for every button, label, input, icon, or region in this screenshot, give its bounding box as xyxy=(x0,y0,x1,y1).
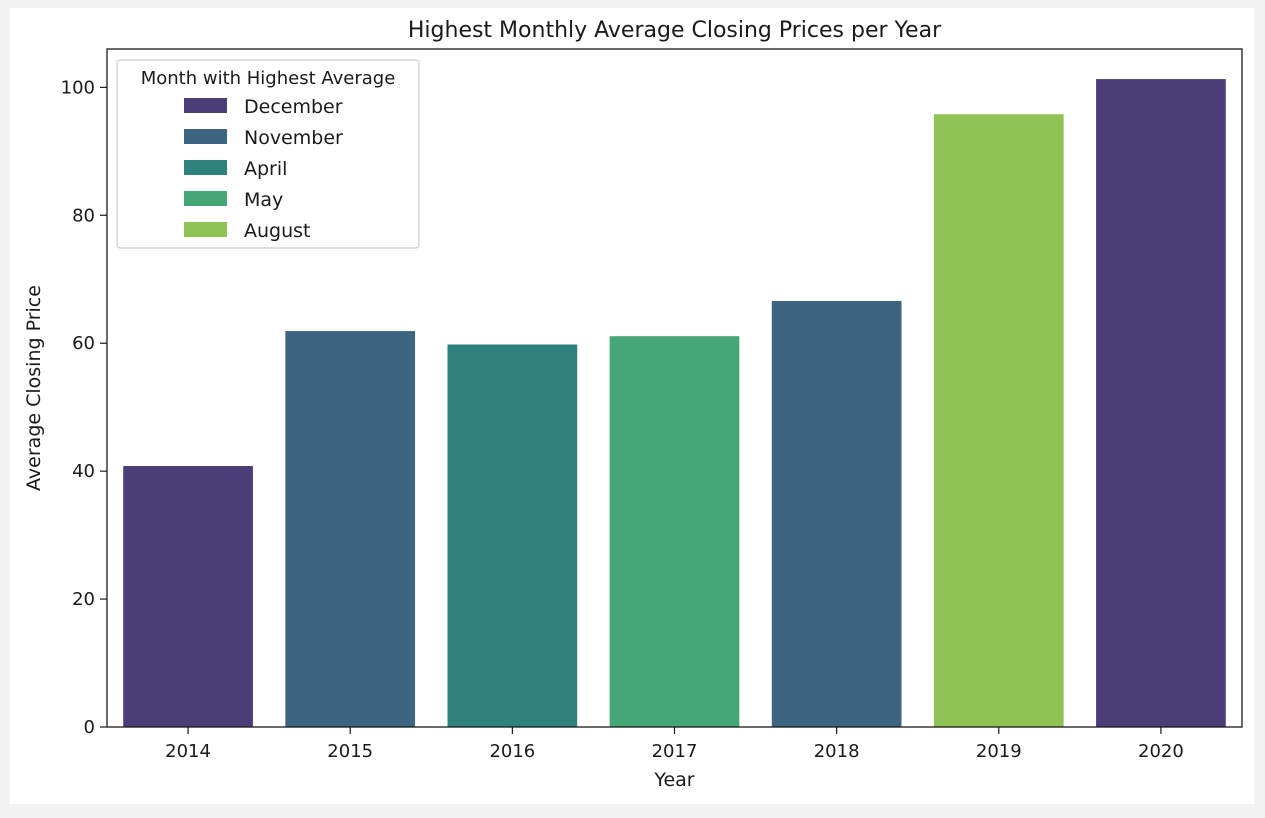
legend-label-november: November xyxy=(244,127,343,149)
legend-label-may: May xyxy=(244,189,283,211)
x-tick-label: 2018 xyxy=(814,741,860,762)
bar-2020 xyxy=(1096,79,1226,728)
x-tick-label: 2015 xyxy=(327,741,373,762)
legend-title: Month with Highest Average xyxy=(141,68,396,89)
bar-2018 xyxy=(771,301,902,727)
y-tick-label: 100 xyxy=(61,77,95,98)
y-axis-ticks: 0 20 40 60 80 100 xyxy=(61,77,107,738)
legend-swatch-december xyxy=(184,98,227,113)
legend-swatch-may xyxy=(184,191,227,206)
legend-swatch-april xyxy=(184,160,227,175)
y-tick-label: 60 xyxy=(72,333,95,354)
y-axis-label: Average Closing Price xyxy=(23,285,45,491)
legend-label-april: April xyxy=(244,158,287,180)
chart-title: Highest Monthly Average Closing Prices p… xyxy=(408,18,942,43)
bar-chart: Highest Monthly Average Closing Prices p… xyxy=(23,18,1243,791)
x-tick-label: 2014 xyxy=(165,741,211,762)
x-tick-label: 2016 xyxy=(489,741,535,762)
y-tick-label: 40 xyxy=(72,461,95,482)
bar-2017 xyxy=(609,336,740,727)
y-tick-label: 20 xyxy=(72,589,95,610)
bar-2014 xyxy=(123,466,253,727)
bar-2015 xyxy=(285,331,416,727)
legend-label-december: December xyxy=(244,96,343,118)
y-tick-label: 80 xyxy=(72,205,95,226)
legend-swatch-november xyxy=(184,129,227,144)
bars-group xyxy=(123,79,1226,728)
x-tick-label: 2019 xyxy=(976,741,1022,762)
legend-swatch-august xyxy=(184,222,227,237)
bar-2019 xyxy=(933,114,1064,727)
figure-frame: Highest Monthly Average Closing Prices p… xyxy=(10,8,1254,804)
legend-label-august: August xyxy=(244,220,311,242)
plot-area-border xyxy=(106,48,1243,728)
x-axis-ticks: 2014 2015 2016 2017 2018 2019 2020 xyxy=(165,727,1184,762)
x-tick-label: 2017 xyxy=(652,741,698,762)
x-axis-label: Year xyxy=(653,769,694,791)
x-tick-label: 2020 xyxy=(1138,741,1184,762)
y-tick-label: 0 xyxy=(84,717,95,738)
bar-2016 xyxy=(447,344,578,727)
legend: Month with Highest Average December Novemb… xyxy=(116,59,420,249)
